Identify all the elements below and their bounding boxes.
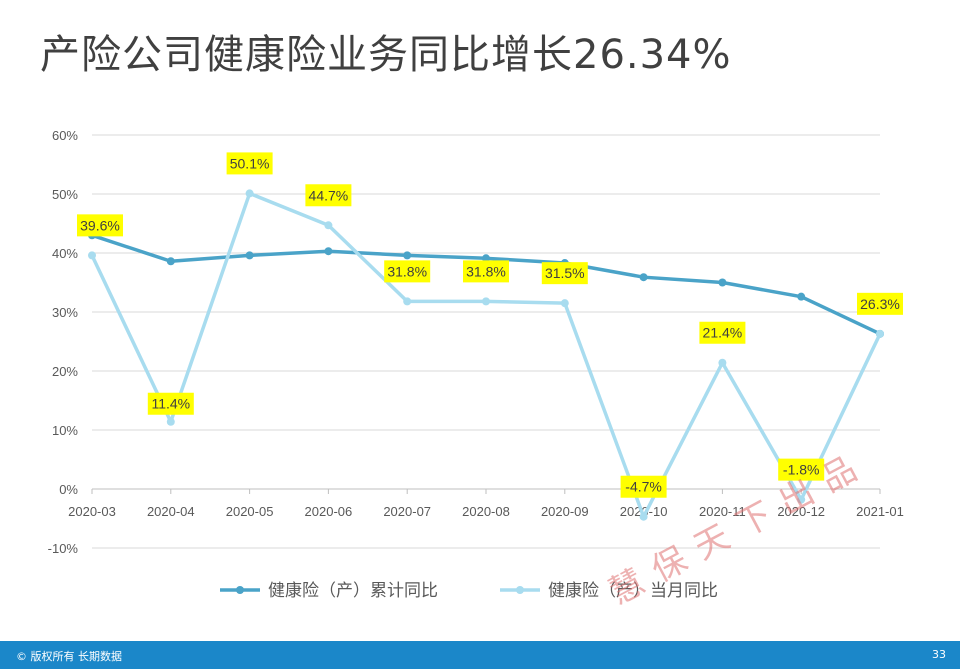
data-label-box — [77, 214, 123, 237]
x-tick-label: 2020-07 — [383, 504, 431, 519]
y-tick-label: 0% — [59, 482, 78, 497]
x-tick-label: 2020-05 — [226, 504, 274, 519]
monthly-point — [403, 297, 412, 306]
data-label: 11.4% — [151, 396, 190, 412]
cumulative-point — [245, 251, 254, 260]
data-label: -4.7% — [625, 479, 662, 495]
y-tick-label: 10% — [52, 423, 78, 438]
legend-marker — [516, 586, 524, 594]
copyright-text: © 版权所有 长期数据 — [16, 650, 122, 663]
cumulative-point — [403, 251, 412, 260]
data-label-box — [305, 184, 352, 207]
data-label-layer: 39.6% 11.4% 50.1% 44.7% 31.8% 31.8% 31.5% -4.7%… — [77, 152, 903, 498]
monthly-point — [245, 189, 254, 198]
data-label-box — [620, 475, 667, 498]
x-tick-label: 2020-12 — [777, 504, 825, 519]
grid-layer — [92, 134, 880, 549]
y-tick-label: 30% — [52, 305, 78, 320]
monthly-point — [718, 358, 727, 367]
x-tick-label: 2020-11 — [699, 504, 746, 519]
data-label-box — [541, 262, 588, 285]
cumulative-point — [324, 247, 333, 256]
series-line-cumulative — [91, 233, 881, 336]
cumulative-point — [166, 257, 175, 266]
monthly-point — [166, 417, 175, 426]
monthly-point — [88, 251, 96, 260]
x-tick-label: 2020-08 — [462, 504, 510, 519]
cumulative-point — [639, 273, 648, 282]
y-tick-label: 50% — [52, 187, 78, 202]
data-label: 50.1% — [230, 155, 270, 171]
monthly-point — [482, 297, 490, 306]
data-label: 31.8% — [387, 263, 427, 279]
monthly-point — [797, 495, 806, 504]
cumulative-point — [482, 254, 490, 263]
page-title: 产险公司健康险业务同比增长26.34% — [40, 32, 732, 78]
data-label-box — [384, 260, 431, 283]
data-label-box — [226, 152, 273, 175]
axis-layer: 60% 50% 40% 30% 20% 10% 0% -10% 2020-03 2020-04 20… — [48, 128, 904, 556]
legend-label: 健康险（产）当月同比 — [548, 581, 718, 601]
monthly-point — [639, 512, 648, 521]
monthly-point — [876, 329, 884, 338]
data-label: -1.8% — [783, 462, 820, 478]
line-chart: 60% 50% 40% 30% 20% 10% 0% -10% 2020-03 2020-04 20… — [48, 128, 904, 601]
data-label: 39.6% — [80, 217, 120, 233]
page-number: 33 — [932, 648, 946, 661]
data-label: 31.8% — [466, 263, 506, 279]
y-tick-label: 60% — [52, 128, 78, 143]
data-label: 44.7% — [309, 187, 349, 203]
legend: 健康险（产）累计同比 健康险（产）当月同比 — [220, 581, 718, 601]
cumulative-point — [718, 278, 727, 287]
x-tick-label: 2020-03 — [68, 504, 116, 519]
data-label: 21.4% — [703, 325, 743, 341]
series-layer — [88, 189, 884, 521]
y-tick-label: -10% — [48, 541, 79, 556]
y-tick-label: 40% — [52, 246, 78, 261]
x-tick-label: 2020-10 — [620, 504, 668, 519]
x-tick-label: 2020-09 — [541, 504, 589, 519]
monthly-point — [324, 221, 333, 230]
data-label-box — [857, 292, 903, 315]
monthly-point — [560, 299, 569, 308]
data-label: 26.3% — [860, 296, 900, 312]
data-label: 31.5% — [545, 265, 585, 281]
legend-marker — [236, 586, 244, 594]
series-line-monthly — [90, 191, 882, 519]
footer-bar: © 版权所有 长期数据 33 — [0, 641, 960, 669]
data-label-box — [699, 321, 746, 344]
legend-label: 健康险（产）累计同比 — [268, 581, 438, 601]
x-tick-label: 2020-04 — [147, 504, 195, 519]
x-tick-label: 2021-01 — [856, 504, 904, 519]
y-tick-label: 20% — [52, 364, 78, 379]
data-label-box — [147, 392, 194, 415]
x-tick-label: 2020-06 — [305, 504, 353, 519]
data-label-box — [463, 260, 509, 283]
cumulative-point — [797, 292, 806, 301]
data-label-box — [778, 458, 825, 481]
